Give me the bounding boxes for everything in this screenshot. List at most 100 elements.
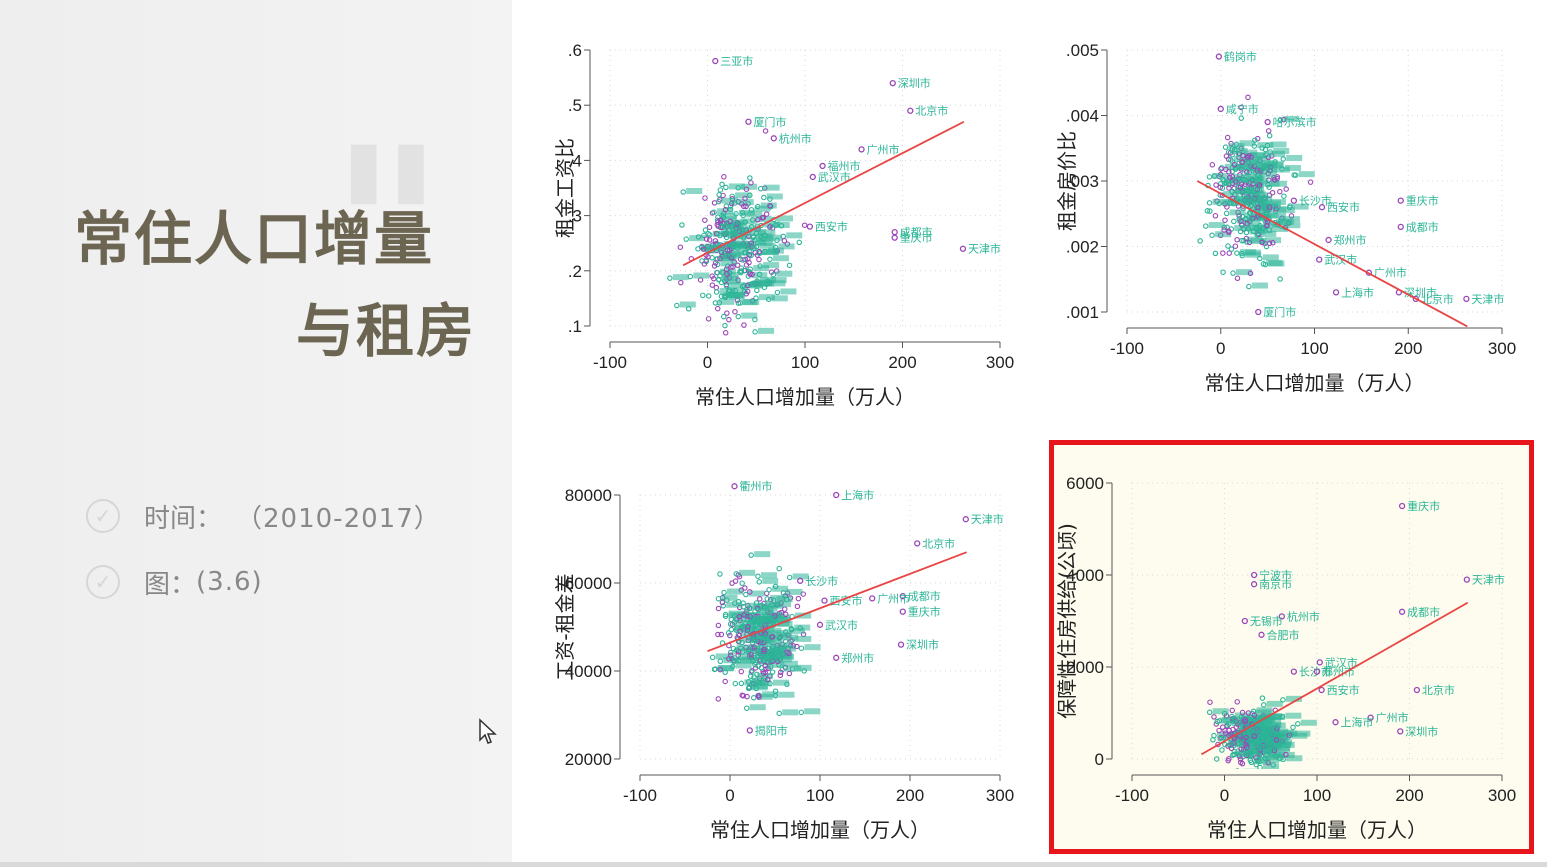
point-label-mark: [1266, 713, 1283, 720]
chart-rent-wage-ratio: -100 0 100 200 300 .1 .2 .3 .4 .5 .6 常住人口增加量（万人） 租金工…: [550, 30, 1030, 420]
data-point: [674, 302, 680, 309]
data-point: [789, 666, 796, 672]
data-point: [795, 595, 802, 602]
chart-background: [1054, 445, 1530, 849]
data-point: [776, 565, 782, 572]
data-point: [716, 198, 722, 205]
data-point: [1257, 255, 1263, 262]
point-label: 上海市: [1341, 285, 1374, 299]
point-label-mark: [733, 620, 750, 627]
data-point: [709, 282, 716, 288]
point-label-mark: [1263, 180, 1280, 187]
point-label-mark: [725, 252, 742, 259]
x-tick-label: 0: [1220, 786, 1229, 805]
data-point: [766, 587, 772, 593]
data-point: [724, 247, 731, 253]
point-label-mark: [795, 664, 812, 671]
data-point: [760, 638, 766, 645]
labeled-point: [770, 135, 777, 142]
point-label-mark: [756, 693, 773, 700]
point-label-mark: [729, 282, 746, 289]
data-point: [1234, 699, 1240, 705]
labeled-point: [1397, 223, 1404, 231]
data-point: [737, 300, 743, 306]
point-label-mark: [744, 679, 761, 686]
data-point: [1260, 740, 1266, 746]
point-label: 厦门市: [1263, 305, 1296, 319]
data-point: [729, 663, 736, 670]
data-point: [702, 227, 709, 233]
labeled-point: [821, 597, 828, 604]
point-label-mark: [1228, 143, 1245, 150]
point-label-mark: [1270, 735, 1287, 742]
point-label-mark: [1246, 224, 1263, 231]
labeled-point: [731, 483, 738, 490]
point-label: 武汉市: [825, 618, 858, 632]
data-point: [1247, 203, 1254, 210]
data-point: [745, 256, 751, 262]
point-label-mark: [737, 199, 754, 206]
data-point: [1212, 250, 1219, 257]
point-label-mark: [1231, 148, 1248, 155]
data-point: [774, 237, 780, 244]
point-label-mark: [776, 620, 793, 627]
data-point: [756, 256, 762, 263]
data-point: [1281, 193, 1287, 199]
info-row-figure: ✓ 图： (3.6): [86, 562, 263, 602]
data-point: [1239, 237, 1245, 244]
check-circle-icon: ✓: [86, 565, 120, 599]
point-label-mark: [779, 645, 796, 652]
point-label-mark: [753, 604, 770, 611]
data-point: [1222, 217, 1228, 223]
data-point: [786, 574, 793, 581]
data-point: [1207, 208, 1213, 214]
data-point: [706, 237, 713, 243]
data-point: [1232, 243, 1239, 249]
point-label-mark: [1273, 166, 1290, 173]
data-point: [742, 195, 748, 202]
point-label-mark: [1262, 254, 1279, 261]
point-label-mark: [766, 656, 783, 663]
labeled-point: [1397, 197, 1404, 204]
data-point: [757, 596, 763, 602]
point-label-mark: [1229, 209, 1246, 216]
point-label-mark: [686, 187, 703, 194]
point-label-mark: [721, 229, 738, 236]
point-label-mark: [1247, 186, 1264, 193]
data-point: [712, 238, 719, 244]
point-label-mark: [749, 704, 766, 711]
point-label-mark: [762, 577, 779, 584]
labeled-point: [1215, 53, 1223, 60]
labeled-point: [897, 641, 905, 648]
data-point: [778, 669, 784, 676]
data-point: [1239, 159, 1245, 166]
data-point: [745, 282, 751, 289]
data-point: [1209, 162, 1216, 168]
point-label-mark: [775, 601, 792, 608]
data-point: [767, 203, 773, 209]
data-point: [1238, 104, 1244, 111]
point-label-mark: [751, 272, 768, 279]
data-point: [1224, 134, 1231, 141]
data-point: [747, 605, 753, 612]
point-label-mark: [759, 640, 776, 647]
point-label: 成都市: [1407, 605, 1440, 619]
x-tick-label: 100: [1303, 786, 1331, 805]
data-point: [736, 632, 742, 639]
point-label-mark: [720, 213, 737, 220]
point-label-mark: [672, 274, 689, 281]
point-label-mark: [758, 294, 775, 301]
data-point: [751, 245, 757, 252]
data-point: [709, 654, 716, 661]
fit-line: [1200, 601, 1469, 756]
point-label: 天津市: [968, 242, 1001, 256]
data-point: [742, 585, 748, 591]
data-point: [720, 603, 727, 609]
point-label-mark: [1275, 741, 1292, 748]
labeled-point: [833, 654, 840, 661]
data-point: [700, 246, 707, 252]
point-label: 合肥市: [1267, 628, 1300, 642]
labeled-point: [1241, 617, 1249, 625]
point-label-mark: [1254, 739, 1271, 746]
labeled-point: [962, 516, 969, 523]
